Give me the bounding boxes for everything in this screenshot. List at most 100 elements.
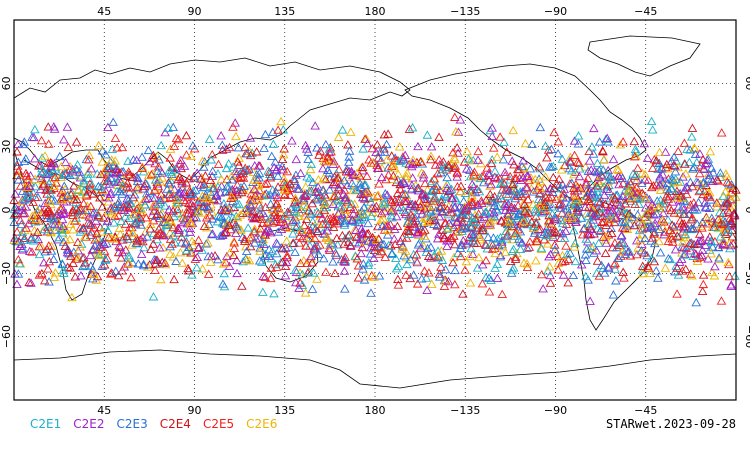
occultation-marker — [422, 185, 433, 194]
occultation-marker — [698, 279, 709, 289]
occultation-marker — [50, 268, 61, 277]
occultation-marker — [426, 142, 437, 151]
occultation-marker — [401, 270, 411, 279]
occultation-marker — [155, 228, 166, 238]
occultation-marker — [634, 213, 645, 223]
occultation-marker — [65, 165, 75, 174]
occultation-marker — [713, 176, 724, 185]
occultation-marker — [110, 133, 121, 143]
occultation-marker — [580, 250, 591, 259]
occultation-marker — [19, 156, 30, 165]
occultation-marker — [223, 206, 233, 216]
occultation-marker — [636, 178, 647, 188]
occultation-marker — [117, 142, 128, 152]
occultation-marker — [185, 217, 196, 226]
occultation-marker — [356, 234, 367, 243]
occultation-marker — [104, 167, 115, 176]
occultation-marker — [295, 258, 306, 267]
occultation-marker — [474, 232, 485, 241]
occultation-marker — [354, 215, 364, 224]
occultation-marker — [176, 155, 186, 164]
occultation-marker — [569, 150, 580, 159]
occultation-marker — [673, 146, 683, 156]
occultation-marker — [445, 233, 456, 242]
occultation-marker — [510, 254, 521, 263]
occultation-marker — [446, 184, 457, 193]
occultation-marker — [387, 249, 397, 258]
occultation-marker — [13, 254, 24, 264]
occultation-marker — [708, 168, 718, 177]
occultation-marker — [395, 156, 405, 166]
occultation-marker — [511, 173, 521, 182]
occultation-marker — [586, 188, 597, 197]
occultation-marker — [260, 129, 271, 139]
occultation-marker — [287, 136, 297, 145]
occultation-marker — [505, 256, 516, 266]
occultation-marker — [349, 204, 359, 213]
occultation-marker — [372, 139, 383, 149]
occultation-marker — [619, 238, 629, 248]
occultation-marker — [141, 213, 151, 222]
occultation-marker — [369, 253, 379, 262]
occultation-marker — [416, 243, 426, 252]
occultation-marker — [588, 186, 599, 195]
occultation-marker — [268, 127, 278, 136]
occultation-marker — [41, 185, 51, 194]
occultation-marker — [564, 163, 575, 173]
occultation-marker — [124, 183, 134, 192]
occultation-marker — [490, 243, 500, 252]
occultation-marker — [425, 253, 436, 262]
occultation-marker — [409, 219, 420, 228]
occultation-marker — [453, 248, 463, 258]
occultation-marker — [442, 183, 452, 192]
occultation-marker — [219, 281, 230, 291]
occultation-marker — [672, 193, 683, 202]
occultation-marker — [360, 194, 370, 203]
occultation-marker — [570, 194, 581, 203]
occultation-marker — [408, 155, 418, 164]
occultation-marker — [441, 191, 452, 200]
occultation-marker — [428, 196, 439, 205]
occultation-marker — [253, 161, 264, 170]
occultation-marker — [183, 209, 193, 218]
occultation-marker — [713, 214, 723, 224]
lon-label-top-225: −135 — [450, 5, 480, 18]
occultation-marker — [241, 241, 251, 251]
occultation-marker — [406, 210, 416, 219]
occultation-marker — [68, 205, 78, 214]
occultation-marker — [589, 123, 599, 133]
occultation-marker — [477, 279, 488, 288]
occultation-marker — [528, 199, 538, 209]
occultation-marker — [657, 215, 668, 225]
occultation-marker — [163, 178, 174, 187]
occultation-marker — [549, 214, 560, 224]
occultation-marker — [563, 209, 574, 218]
occultation-marker — [509, 160, 519, 169]
occultation-marker — [69, 191, 79, 200]
occultation-marker — [535, 201, 546, 210]
occultation-marker — [694, 229, 705, 238]
occultation-marker — [317, 219, 328, 228]
occultation-marker — [374, 179, 384, 188]
occultation-marker — [486, 158, 497, 168]
occultation-marker — [718, 240, 728, 249]
occultation-marker — [84, 219, 95, 228]
occultation-marker — [59, 208, 69, 217]
occultation-marker — [59, 135, 69, 144]
occultation-marker — [521, 189, 531, 198]
occultation-marker — [120, 212, 131, 221]
occultation-marker — [711, 202, 722, 211]
occultation-marker — [150, 158, 160, 168]
occultation-marker — [640, 169, 650, 179]
occultation-marker — [573, 139, 584, 148]
occultation-marker — [550, 244, 560, 254]
occultation-marker — [342, 197, 353, 206]
occultation-marker — [206, 155, 217, 164]
occultation-marker — [599, 268, 610, 277]
occultation-marker — [375, 147, 386, 156]
occultation-marker — [408, 159, 418, 169]
occultation-marker — [158, 231, 169, 240]
occultation-marker — [290, 193, 301, 202]
occultation-marker — [356, 173, 367, 183]
occultation-marker — [74, 184, 84, 194]
